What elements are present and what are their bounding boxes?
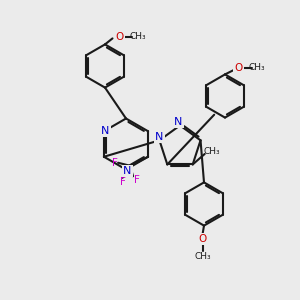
Text: CH₃: CH₃ <box>248 63 265 72</box>
Text: CH₃: CH₃ <box>204 147 220 156</box>
Text: F: F <box>112 158 117 168</box>
Text: N: N <box>155 132 164 142</box>
Text: O: O <box>116 32 124 42</box>
Text: CH₃: CH₃ <box>194 252 211 261</box>
Text: N: N <box>101 126 110 136</box>
Text: O: O <box>198 234 207 244</box>
Text: N: N <box>123 166 132 176</box>
Text: CH₃: CH₃ <box>130 32 146 41</box>
Text: N: N <box>174 117 183 127</box>
Text: F: F <box>134 175 140 185</box>
Text: F: F <box>120 177 125 187</box>
Text: O: O <box>234 63 243 73</box>
